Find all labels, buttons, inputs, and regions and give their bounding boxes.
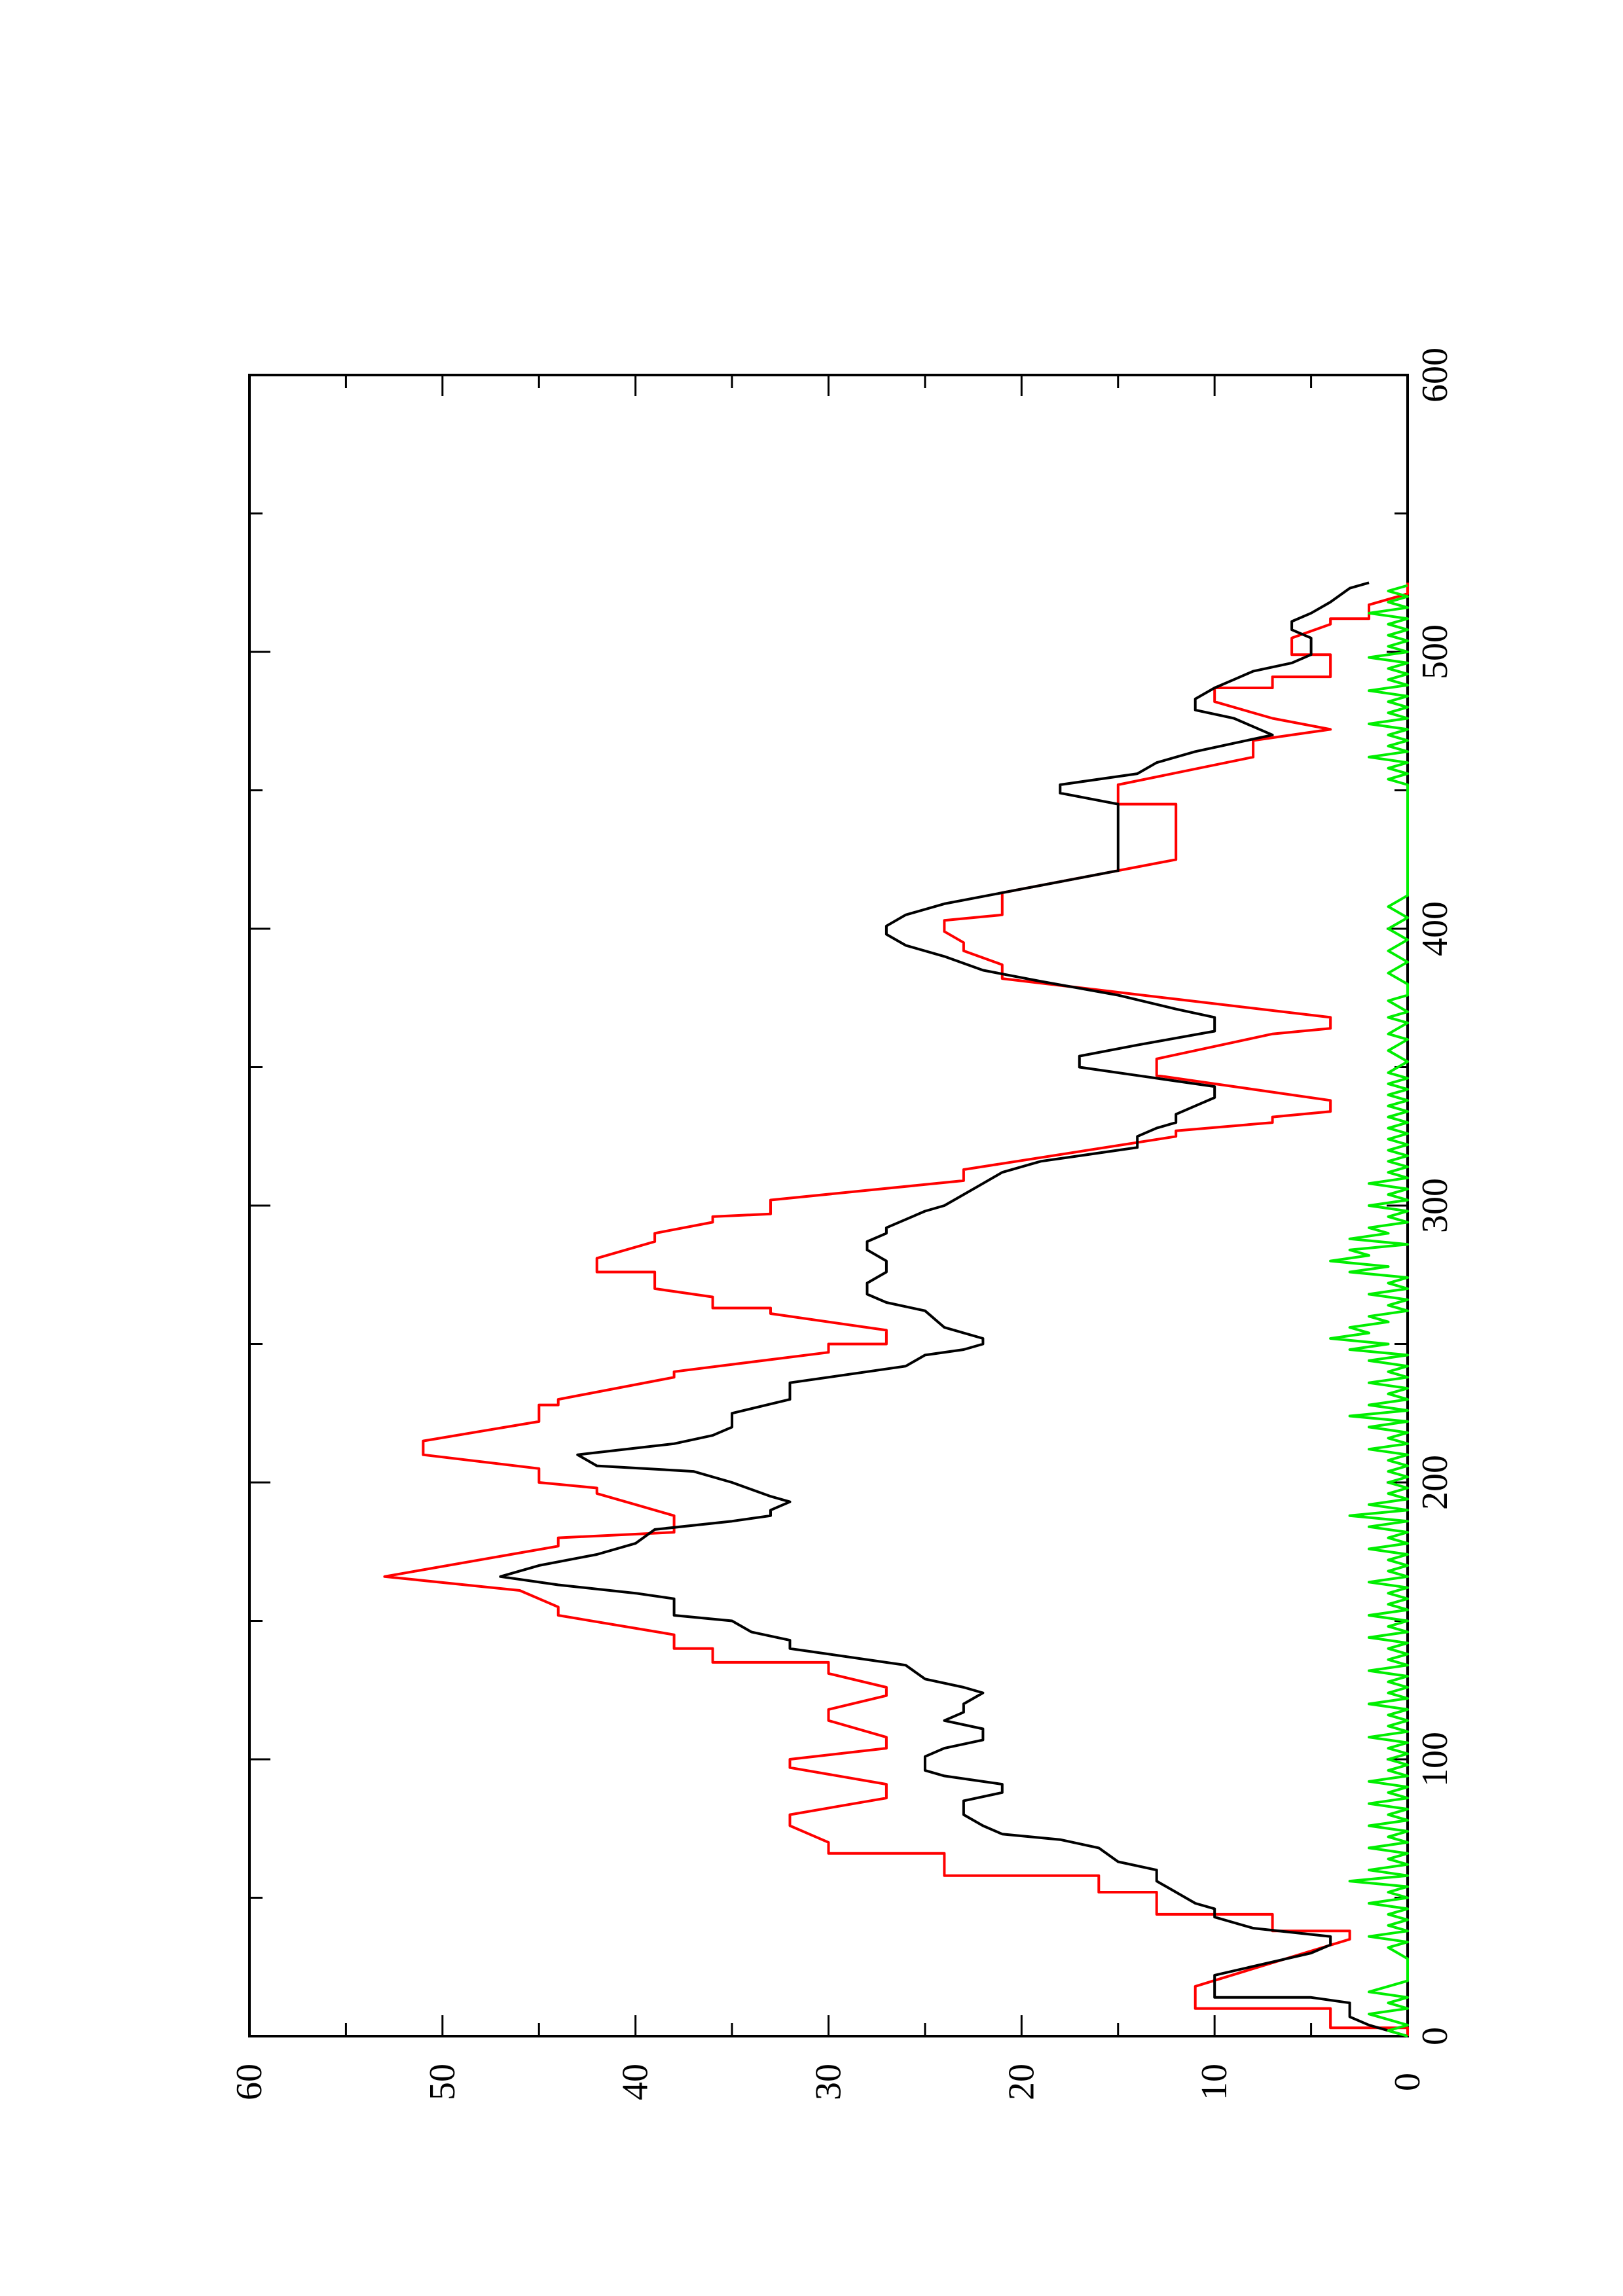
series-line-2 — [499, 581, 1408, 2037]
y-tick-label: 0 — [1387, 2073, 1428, 2091]
x-tick-label: 300 — [1415, 1178, 1455, 1233]
x-tick-label: 200 — [1415, 1455, 1455, 1510]
series-line-1 — [383, 583, 1409, 2036]
x-tick-label: 0 — [1415, 2027, 1455, 2045]
series-line-3 — [1329, 584, 1409, 2037]
series-layer — [383, 581, 1409, 2037]
x-tick-label: 400 — [1415, 901, 1455, 956]
y-tick-label: 40 — [615, 2064, 656, 2100]
y-tick-label: 20 — [1001, 2064, 1042, 2100]
x-tick-label: 600 — [1415, 348, 1455, 403]
y-tick-label: 10 — [1194, 2064, 1235, 2100]
x-tick-label: 500 — [1415, 624, 1455, 679]
y-tick-label: 60 — [229, 2064, 270, 2100]
axis-ticks — [248, 374, 1409, 2037]
plot-frame — [248, 374, 1409, 2037]
tick-labels: 0 100 200 300 400 500 600 0 10 20 30 40 50 60 — [229, 348, 1455, 2100]
x-tick-label: 100 — [1415, 1732, 1455, 1787]
y-tick-label: 50 — [422, 2064, 463, 2100]
y-tick-label: 30 — [809, 2064, 849, 2100]
